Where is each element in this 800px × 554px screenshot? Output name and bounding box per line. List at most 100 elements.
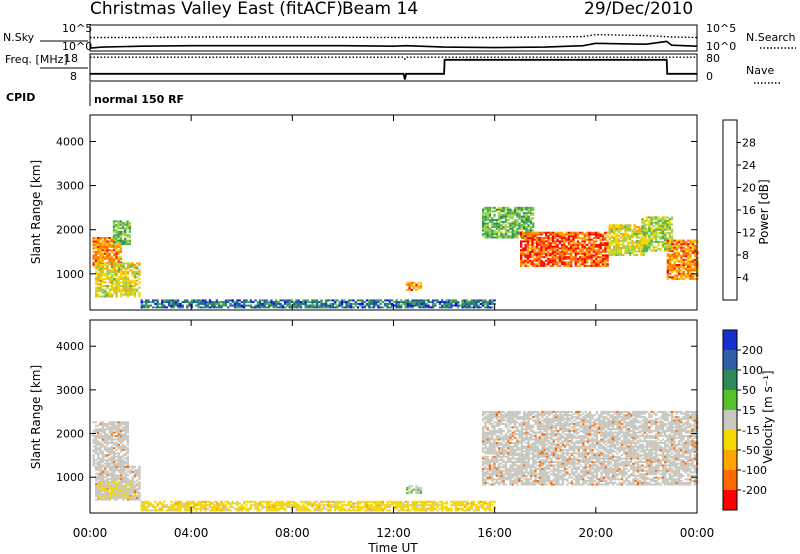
scatter-cell xyxy=(108,428,111,431)
scatter-cell xyxy=(124,241,127,244)
scatter-cell xyxy=(595,235,598,238)
scatter-cell xyxy=(572,256,575,259)
scatter-cell xyxy=(110,421,113,424)
scatter-cell xyxy=(536,473,539,476)
scatter-cell xyxy=(304,304,307,307)
scatter-cell xyxy=(592,247,596,250)
scatter-cell xyxy=(218,304,221,307)
scatter-cell xyxy=(108,459,111,462)
scatter-cell xyxy=(482,438,485,441)
scatter-cell xyxy=(556,261,559,264)
scatter-cell xyxy=(293,302,296,305)
scatter-cell xyxy=(666,278,669,280)
scatter-cell xyxy=(532,212,535,215)
scatter-cell xyxy=(523,416,526,419)
scatter-cell xyxy=(101,476,105,479)
scatter-cell xyxy=(183,301,187,304)
scatter-cell xyxy=(493,448,496,451)
scatter-cell xyxy=(488,461,492,463)
scatter-cell xyxy=(523,467,526,470)
scatter-cell xyxy=(548,412,551,415)
scatter-cell xyxy=(486,227,489,230)
scatter-cell xyxy=(486,233,489,235)
scatter-cell xyxy=(113,474,116,477)
scatter-cell xyxy=(610,240,614,242)
scatter-cell xyxy=(304,302,307,305)
scatter-cell xyxy=(115,464,118,467)
scatter-cell xyxy=(645,244,649,247)
scatter-cell xyxy=(101,436,104,439)
scatter-cell xyxy=(556,249,559,252)
scatter-cell xyxy=(554,461,558,463)
scatter-cell xyxy=(336,299,339,302)
scatter-cell xyxy=(129,495,132,498)
scatter-cell xyxy=(304,306,307,309)
scatter-cell xyxy=(581,259,584,262)
scatter-cell xyxy=(108,240,111,243)
scatter-cell xyxy=(117,267,121,270)
scatter-cell xyxy=(624,229,627,232)
scatter-cell xyxy=(507,478,510,481)
scatter-cell xyxy=(502,464,505,467)
frequency-frame xyxy=(89,53,698,82)
scatter-cell xyxy=(92,461,95,463)
scatter-cell xyxy=(655,246,658,249)
scatter-cell xyxy=(486,208,489,211)
scatter-cell xyxy=(532,461,535,463)
nave-tick-bottom: 0 xyxy=(706,70,713,83)
scatter-cell xyxy=(532,213,535,216)
scatter-cell xyxy=(657,218,660,221)
scatter-cell xyxy=(615,229,618,232)
scatter-cell xyxy=(631,236,634,239)
scatter-cell xyxy=(106,461,109,463)
scatter-cell xyxy=(495,414,498,417)
scatter-cell xyxy=(500,213,503,216)
scatter-cell xyxy=(119,220,122,223)
scatter-cell xyxy=(103,423,107,425)
scatter-cell xyxy=(124,484,127,487)
scatter-cell xyxy=(416,301,419,304)
scatter-cell xyxy=(511,457,514,460)
scatter-cell xyxy=(579,231,582,234)
scatter-cell xyxy=(604,256,607,259)
scatter-cell xyxy=(638,241,641,244)
scatter-cell xyxy=(617,234,620,237)
scatter-cell xyxy=(547,243,550,246)
scatter-cell xyxy=(583,238,586,241)
scatter-cell xyxy=(482,215,485,218)
scatter-cell xyxy=(668,265,672,268)
scatter-cell xyxy=(525,442,528,444)
scatter-cell xyxy=(311,301,314,304)
scatter-cell xyxy=(543,433,546,436)
scatter-cell xyxy=(110,440,113,443)
scatter-cell xyxy=(542,242,545,245)
scatter-cell xyxy=(258,299,262,302)
scatter-cell xyxy=(103,445,107,448)
scatter-cell xyxy=(502,476,505,479)
scatter-cell xyxy=(170,304,173,307)
scatter-cell xyxy=(523,222,526,225)
scatter-cell xyxy=(131,281,134,284)
scatter-cell xyxy=(95,264,98,266)
scatter-cell xyxy=(551,247,555,250)
scatter-cell xyxy=(511,469,514,472)
scatter-cell xyxy=(606,240,609,243)
scatter-cell xyxy=(126,450,129,453)
scatter-cell xyxy=(441,304,444,307)
scatter-cell xyxy=(671,246,674,249)
scatter-cell xyxy=(509,467,512,470)
scatter-cell xyxy=(548,480,551,482)
scatter-cell xyxy=(129,262,132,265)
scatter-cell xyxy=(486,410,489,413)
scatter-cell xyxy=(552,416,555,419)
scatter-cell xyxy=(115,262,118,265)
scatter-cell xyxy=(97,431,100,434)
scatter-cell xyxy=(272,306,275,309)
scatter-cell xyxy=(386,306,389,309)
scatter-cell xyxy=(529,445,533,448)
scatter-cell xyxy=(645,242,649,245)
scatter-cell xyxy=(552,454,555,457)
scatter-cell xyxy=(629,245,632,248)
scatter-cell xyxy=(668,246,671,249)
scatter-cell xyxy=(520,250,523,253)
